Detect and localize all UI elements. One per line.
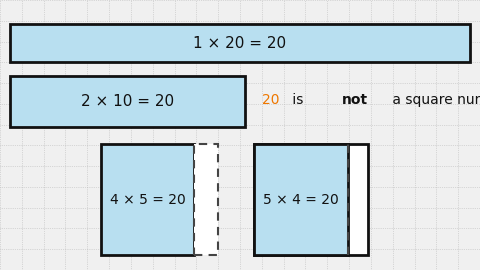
Text: 20: 20 <box>262 93 279 107</box>
Text: 5 × 4 = 20: 5 × 4 = 20 <box>264 193 339 207</box>
Text: 2 × 10 = 20: 2 × 10 = 20 <box>81 94 174 109</box>
Text: 1 × 20 = 20: 1 × 20 = 20 <box>193 36 287 51</box>
Bar <box>10 24 470 62</box>
Bar <box>194 144 218 255</box>
Text: is: is <box>288 93 308 107</box>
Bar <box>10 76 245 127</box>
Text: not: not <box>342 93 368 107</box>
Bar <box>254 144 368 255</box>
Text: a square number: a square number <box>388 93 480 107</box>
Bar <box>101 144 194 255</box>
Bar <box>254 144 348 255</box>
Text: 4 × 5 = 20: 4 × 5 = 20 <box>110 193 185 207</box>
